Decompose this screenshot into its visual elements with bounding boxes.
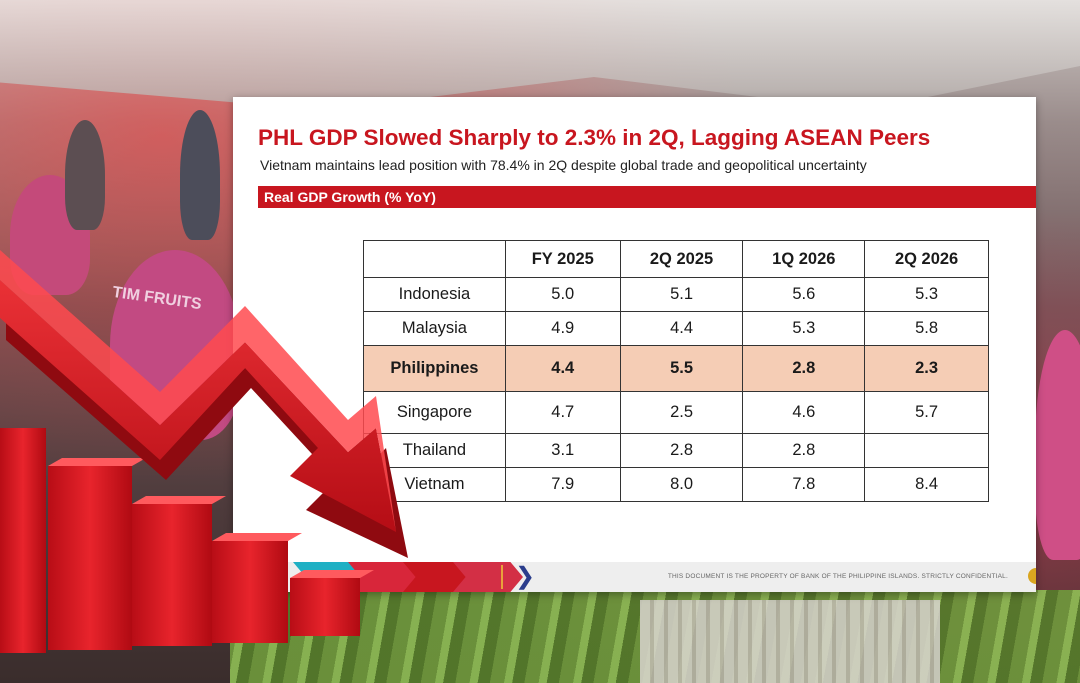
value-cell: 5.1 <box>619 277 744 312</box>
market-tent <box>0 0 1080 110</box>
country-cell: Philippines <box>363 345 506 392</box>
value-cell: 5.3 <box>742 311 866 346</box>
section-header-bar: Real GDP Growth (% YoY) <box>258 186 1036 208</box>
slide-subtitle: Vietnam maintains lead position with 78.… <box>260 157 867 173</box>
value-cell <box>864 433 989 468</box>
table-header-cell: FY 2025 <box>504 240 621 278</box>
table-header-cell: 2Q 2026 <box>864 240 989 278</box>
value-cell: 7.9 <box>504 467 621 502</box>
value-cell: 5.5 <box>619 345 744 392</box>
value-cell: 2.8 <box>742 433 866 468</box>
footer-divider <box>501 565 503 589</box>
value-cell: 3.1 <box>504 433 621 468</box>
value-cell: 8.4 <box>864 467 989 502</box>
value-cell: 2.8 <box>619 433 744 468</box>
value-cell: 2.5 <box>619 391 744 434</box>
slide-title: PHL GDP Slowed Sharply to 2.3% in 2Q, La… <box>258 125 931 150</box>
shopper-figure <box>1035 330 1080 560</box>
slide-card: PHL GDP Slowed Sharply to 2.3% in 2Q, La… <box>233 97 1036 592</box>
country-cell: Malaysia <box>363 311 506 346</box>
table-header-cell <box>363 240 506 278</box>
slide-footer: ❯ THIS DOCUMENT IS THE PROPERTY OF BANK … <box>233 562 1036 592</box>
table-row: Singapore 4.7 2.5 4.6 5.7 <box>363 391 989 434</box>
table-row: Indonesia 5.0 5.1 5.6 5.3 <box>363 277 989 312</box>
crates <box>640 600 940 683</box>
value-cell: 5.3 <box>864 277 989 312</box>
value-cell: 2.8 <box>742 345 866 392</box>
table-header-row: FY 2025 2Q 2025 1Q 2026 2Q 2026 <box>363 240 989 278</box>
value-cell: 2.3 <box>864 345 989 392</box>
gdp-growth-table: FY 2025 2Q 2025 1Q 2026 2Q 2026 Indonesi… <box>363 240 989 502</box>
table-row: Thailand 3.1 2.8 2.8 <box>363 433 989 468</box>
country-cell: Singapore <box>363 391 506 434</box>
shopper-figure <box>65 120 105 230</box>
value-cell: 5.8 <box>864 311 989 346</box>
confidentiality-notice: THIS DOCUMENT IS THE PROPERTY OF BANK OF… <box>667 573 1008 580</box>
table-row-highlighted: Philippines 4.4 5.5 2.8 2.3 <box>363 345 989 392</box>
value-cell: 4.9 <box>504 311 621 346</box>
value-cell: 5.6 <box>742 277 866 312</box>
value-cell: 5.7 <box>864 391 989 434</box>
table-row: Vietnam 7.9 8.0 7.8 8.4 <box>363 467 989 502</box>
table-header-cell: 1Q 2026 <box>742 240 866 278</box>
value-cell: 8.0 <box>619 467 744 502</box>
vendor-figure <box>110 250 240 440</box>
value-cell: 4.4 <box>504 345 621 392</box>
country-cell: Vietnam <box>363 467 506 502</box>
shopper-figure <box>180 110 220 240</box>
country-cell: Indonesia <box>363 277 506 312</box>
table-row: Malaysia 4.9 4.4 5.3 5.8 <box>363 311 989 346</box>
table-header-cell: 2Q 2025 <box>619 240 744 278</box>
value-cell: 7.8 <box>742 467 866 502</box>
country-cell: Thailand <box>363 433 506 468</box>
value-cell: 5.0 <box>504 277 621 312</box>
chevron-right-icon: ❯ <box>515 563 536 590</box>
value-cell: 4.4 <box>619 311 744 346</box>
value-cell: 4.6 <box>742 391 866 434</box>
value-cell: 4.7 <box>504 391 621 434</box>
bank-logo-icon <box>1028 568 1036 584</box>
